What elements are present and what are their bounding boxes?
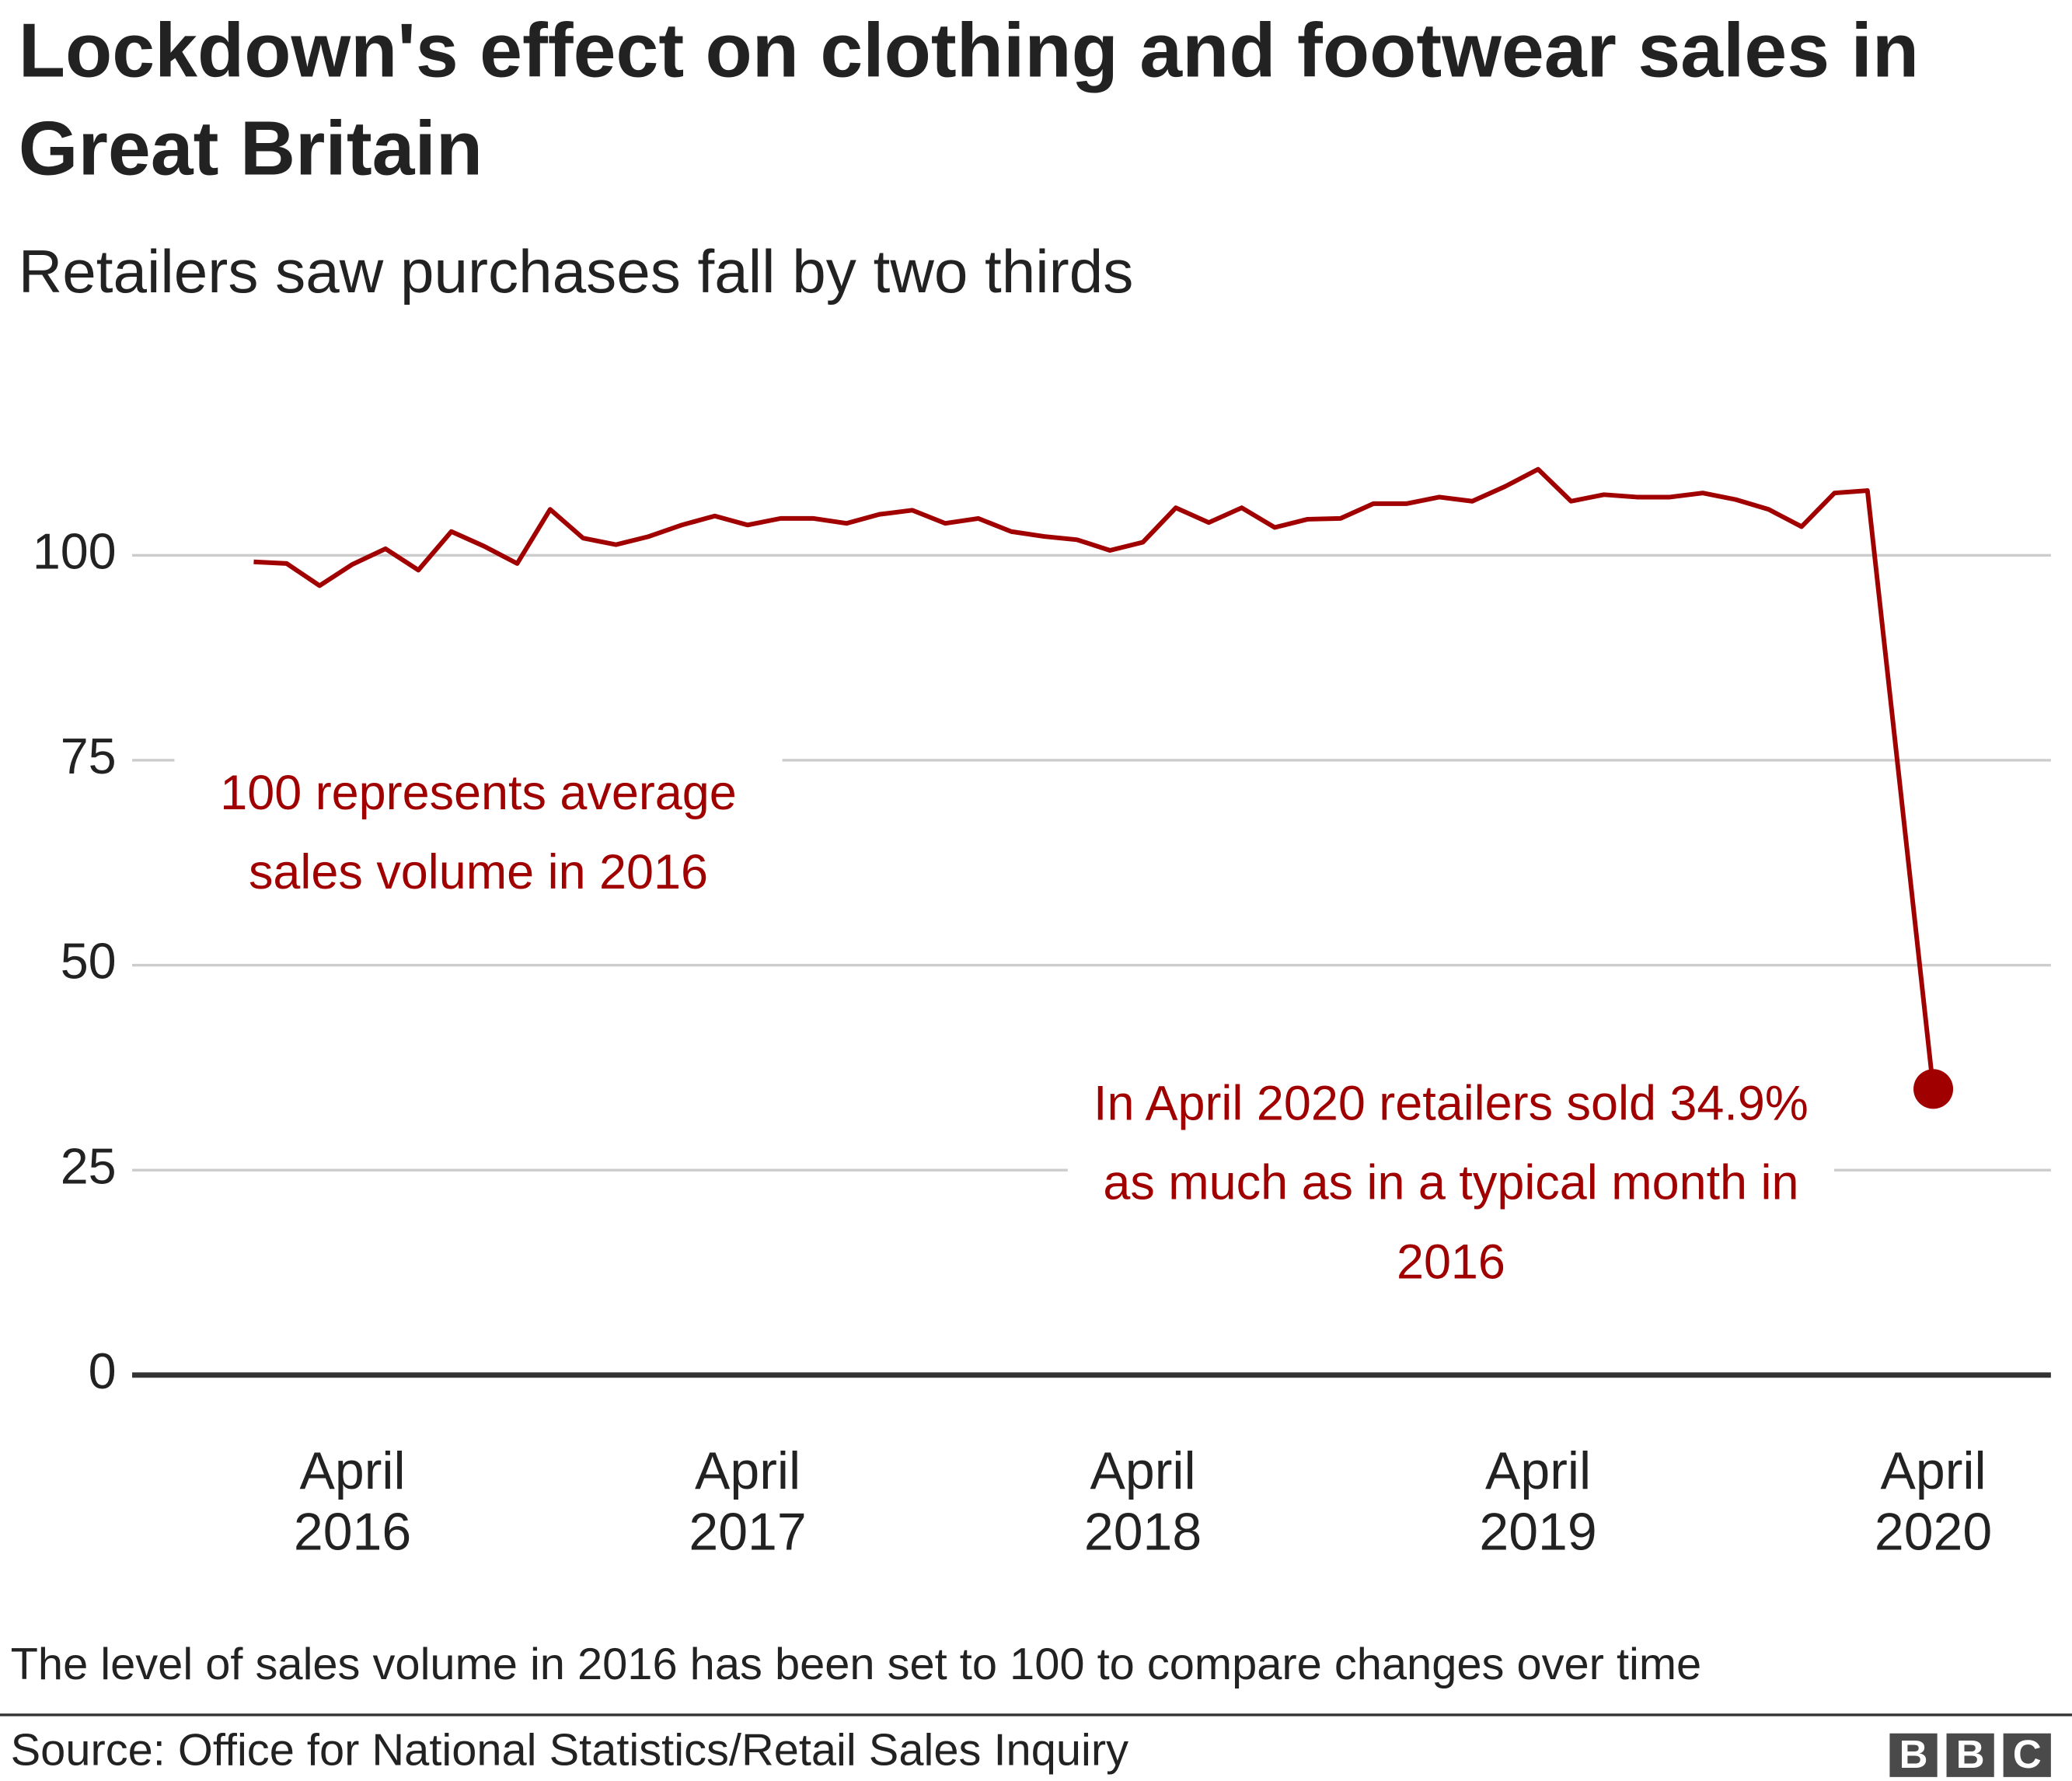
y-tick-label: 0 bbox=[89, 1343, 117, 1399]
x-tick-label: April 2019 bbox=[1479, 1442, 1597, 1562]
annotation: In April 2020 retailers sold 34.9% as mu… bbox=[1067, 1064, 1835, 1303]
x-tick-label: April 2020 bbox=[1874, 1442, 1993, 1562]
logo-letter: B bbox=[1889, 1733, 1938, 1777]
annotation: 100 represents average sales volume in 2… bbox=[174, 753, 783, 913]
y-tick-label: 100 bbox=[33, 523, 117, 579]
y-tick-label: 50 bbox=[61, 934, 117, 990]
footnote: The level of sales volume in 2016 has be… bbox=[10, 1639, 1702, 1690]
y-tick-label: 75 bbox=[61, 728, 117, 784]
x-tick-label: April 2018 bbox=[1083, 1442, 1202, 1562]
source: Source: Office for National Statistics/R… bbox=[10, 1725, 1129, 1776]
y-tick-label: 25 bbox=[61, 1138, 117, 1194]
chart-subtitle: Retailers saw purchases fall by two thir… bbox=[18, 236, 1134, 306]
end-point bbox=[1913, 1069, 1954, 1109]
chart-title: Lockdown's effect on clothing and footwe… bbox=[18, 8, 1920, 192]
series-line bbox=[253, 466, 1936, 1090]
logo-letter: C bbox=[2003, 1733, 2051, 1777]
logo-letter: B bbox=[1946, 1733, 1994, 1777]
x-tick-label: April 2016 bbox=[293, 1442, 412, 1562]
x-tick-label: April 2017 bbox=[689, 1442, 807, 1562]
separator bbox=[0, 1713, 2072, 1716]
